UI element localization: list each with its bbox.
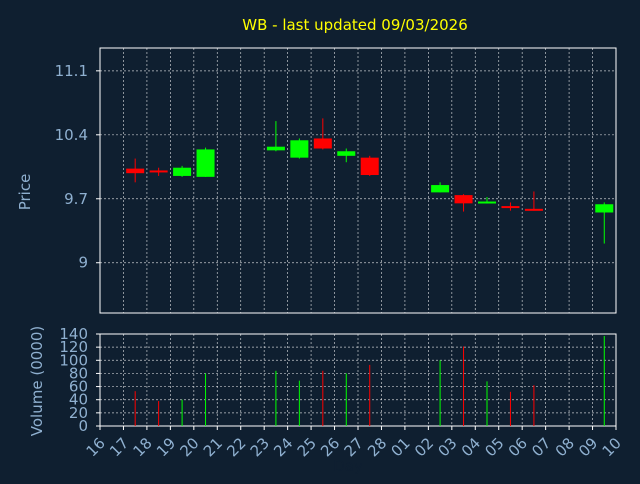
candle-body [149, 170, 168, 173]
day-tick-label: 02 [411, 434, 437, 460]
candle-body [196, 149, 215, 177]
day-tick-label: 23 [247, 434, 273, 460]
price-panel: 11.1 10.4 9.7 9 [55, 47, 617, 314]
day-tick-label: 22 [223, 434, 249, 460]
candle-body [454, 195, 473, 204]
candle [149, 167, 168, 176]
day-tick-label: 20 [176, 434, 202, 460]
day-tick-label: 24 [270, 434, 296, 460]
day-tick-label: 08 [552, 434, 578, 460]
candle-body [173, 167, 192, 176]
day-tick-label: 03 [434, 434, 460, 460]
candle [595, 202, 614, 244]
candle [196, 147, 215, 177]
day-tick-label: 28 [364, 434, 390, 460]
day-tick-label: 17 [106, 434, 132, 460]
candle-body [501, 206, 520, 209]
candle-body [266, 146, 285, 151]
candle-body [290, 140, 309, 158]
day-tick-label: 19 [153, 434, 179, 460]
price-tick-label: 9.7 [64, 190, 88, 208]
volume-tick-label: 60 [69, 378, 88, 396]
candle [313, 118, 332, 150]
price-tick-label: 10.4 [55, 126, 88, 144]
candle [524, 191, 543, 211]
price-axis-label: Price [16, 174, 34, 211]
candle-body [126, 168, 145, 174]
price-tick-label: 9 [78, 254, 88, 272]
day-axis-label: Day [333, 457, 363, 475]
volume-tick-label: 120 [59, 338, 88, 356]
candle-body [478, 201, 496, 204]
candle-body [431, 185, 450, 193]
volume-axis-label: Volume (0000) [28, 326, 46, 436]
candle [337, 148, 356, 163]
day-tick-label: 25 [294, 434, 320, 460]
day-tick-label: 06 [505, 434, 531, 460]
day-tick-label: 16 [83, 434, 109, 460]
candle-body [360, 157, 379, 176]
candle [360, 155, 379, 176]
day-tick-label: 07 [528, 434, 554, 460]
day-tick-label: 04 [458, 434, 484, 460]
candle-body [524, 208, 543, 211]
day-tick-label: 10 [599, 434, 625, 460]
candle [173, 165, 192, 177]
volume-tick-label: 40 [69, 391, 88, 409]
volume-tick-label: 100 [59, 351, 88, 369]
price-tick-label: 11.1 [55, 62, 88, 80]
day-tick-label: 18 [130, 434, 156, 460]
candle-body [313, 138, 332, 149]
day-tick-label: 09 [575, 434, 601, 460]
candle-body [337, 151, 356, 156]
day-tick-label: 05 [481, 434, 507, 460]
volume-panel: 1401201008060402001617181920212223242526… [59, 325, 624, 460]
candle [266, 121, 285, 152]
volume-tick-label: 0 [78, 417, 88, 435]
candle-body [595, 204, 614, 213]
candle [290, 138, 309, 159]
chart-title: WB - last updated 09/03/2026 [242, 16, 468, 34]
candle [454, 194, 473, 212]
day-tick-label: 01 [388, 434, 414, 460]
candle [501, 202, 520, 211]
volume-tick-label: 140 [59, 325, 88, 343]
day-tick-label: 21 [200, 434, 226, 460]
candle [126, 158, 145, 183]
volume-tick-label: 80 [69, 364, 88, 382]
volume-tick-label: 20 [69, 404, 88, 422]
candle [478, 196, 496, 204]
candle [431, 182, 450, 193]
